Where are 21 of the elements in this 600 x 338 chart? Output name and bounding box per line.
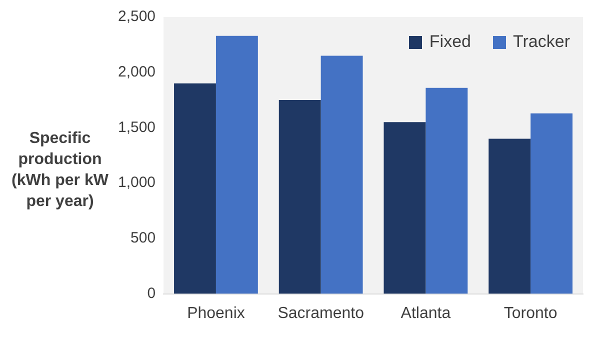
y-tick-label: 2,500 [118, 8, 156, 26]
bar [278, 100, 321, 294]
x-tick-label: Phoenix [187, 304, 245, 322]
bar [174, 83, 216, 294]
y-axis-title: Specific production (kWh per kW per year) [12, 130, 108, 210]
y-tick-label: 1,500 [118, 118, 156, 136]
bar [320, 56, 363, 294]
bar [488, 138, 531, 294]
bar [384, 122, 426, 294]
bar [530, 113, 573, 294]
legend-label: Tracker [513, 32, 570, 52]
bar [426, 88, 468, 294]
x-tick-label: Sacramento [278, 304, 364, 322]
y-tick-label: 1,000 [118, 174, 156, 192]
x-tick-label: Atlanta [400, 304, 451, 322]
bar [216, 36, 258, 294]
legend-label: Fixed [429, 32, 471, 52]
y-tick-label: 0 [147, 284, 156, 302]
x-tick-label: Toronto [504, 304, 558, 322]
y-tick-label: 2,000 [118, 64, 156, 80]
y-tick-label: 500 [130, 230, 156, 247]
